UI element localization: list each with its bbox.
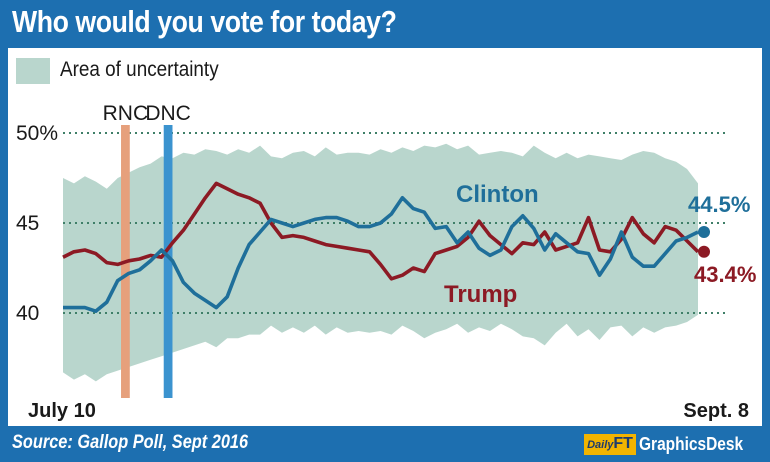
y-tick-label-50: 50%	[16, 122, 58, 145]
trump-series-label: Trump	[444, 281, 517, 308]
clinton-line	[63, 196, 699, 313]
footer: Source: Gallop Poll, Sept 2016 DailyFT G…	[0, 426, 770, 462]
trump-end-value: 43.4%	[694, 262, 756, 287]
title-bar: Who would you vote for today?	[0, 0, 770, 48]
legend-swatch	[16, 58, 50, 84]
clinton-end-value: 44.5%	[688, 192, 750, 217]
chart-title: Who would you vote for today?	[12, 4, 397, 39]
y-tick-label-40: 40	[16, 302, 39, 325]
chart-panel: 50% 45 40 RNC DNC Clinton Trump 44.5% 43.4%…	[8, 48, 762, 426]
x-end-label: Sept. 8	[683, 400, 749, 422]
y-tick-label-45: 45	[16, 212, 39, 235]
rnc-label: RNC	[103, 102, 149, 125]
brand-logo: DailyFT GraphicsDesk	[584, 433, 760, 455]
dnc-label: DNC	[145, 102, 191, 125]
brand-badge-small: Daily	[587, 438, 614, 451]
clinton-end-point	[698, 226, 710, 238]
brand-badge: DailyFT	[584, 433, 636, 455]
trump-line	[62, 181, 700, 281]
brand-name: GraphicsDesk	[638, 433, 744, 454]
x-start-label: July 10	[28, 400, 96, 422]
dnc-marker	[163, 125, 173, 398]
legend-label: Area of uncertainty	[60, 58, 219, 81]
trump-end-point	[698, 245, 710, 258]
source-note: Source: Gallop Poll, Sept 2016	[12, 432, 249, 453]
brand-badge-big: FT	[613, 434, 633, 452]
y-tick-labels: 50% 45 40	[16, 122, 58, 325]
clinton-series-label: Clinton	[456, 181, 539, 208]
